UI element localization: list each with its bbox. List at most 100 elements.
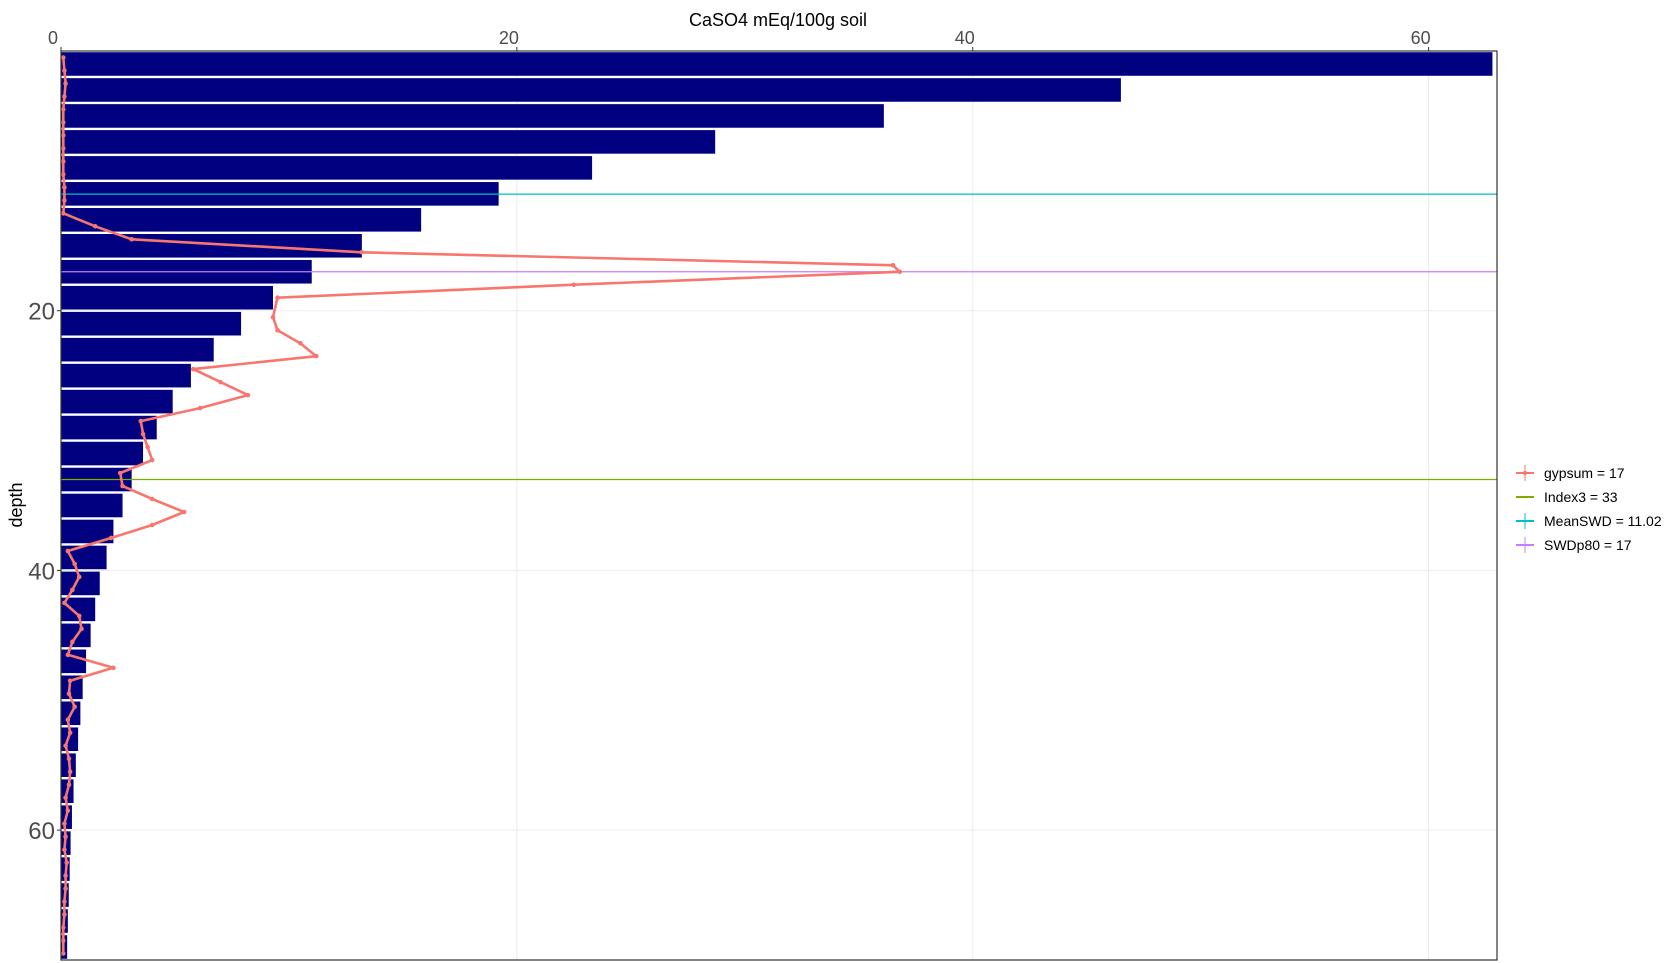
- series-point-gypsum: [63, 795, 68, 800]
- series-point-gypsum: [92, 224, 98, 229]
- series-point-gypsum: [60, 55, 66, 60]
- bar: [61, 545, 107, 570]
- series-point-gypsum: [67, 730, 73, 736]
- legend-item-gypsum: gypsum = 17: [1516, 465, 1625, 481]
- bars-group: [61, 52, 1493, 959]
- legend-item-meanswd: MeanSWD = 11.02: [1516, 513, 1662, 529]
- series-point-gypsum: [65, 652, 71, 658]
- series-point-gypsum: [145, 444, 150, 450]
- y-axis-title: depth: [6, 482, 26, 527]
- series-point-gypsum: [108, 535, 114, 541]
- series-point-gypsum: [181, 509, 187, 515]
- series-point-gypsum: [313, 353, 319, 359]
- series-point-gypsum: [62, 185, 67, 190]
- bar: [61, 311, 242, 336]
- series-point-gypsum: [60, 146, 66, 151]
- series-point-gypsum: [111, 665, 116, 671]
- legend: gypsum = 17 Index3 = 33 MeanSWD = 11.02 …: [1516, 465, 1662, 553]
- series-point-gypsum: [76, 613, 82, 619]
- series-point-gypsum: [275, 295, 280, 301]
- x-tick-label: 40: [955, 28, 975, 48]
- series-point-gypsum: [62, 68, 67, 73]
- series-point-gypsum: [62, 198, 67, 203]
- series-point-gypsum: [890, 262, 896, 268]
- series-point-gypsum: [270, 314, 276, 320]
- bar: [61, 52, 1493, 76]
- series-point-gypsum: [197, 405, 203, 411]
- series-point-gypsum: [62, 912, 67, 917]
- series-point-gypsum: [70, 587, 75, 593]
- bar: [61, 415, 157, 440]
- series-point-gypsum: [62, 600, 67, 606]
- bar: [61, 208, 422, 232]
- y-tick-label: 60: [28, 818, 55, 845]
- bar: [61, 156, 593, 180]
- series-point-gypsum: [62, 847, 67, 852]
- series-point-gypsum: [60, 938, 66, 943]
- series-point-gypsum: [60, 172, 66, 177]
- series-point-gypsum: [70, 639, 75, 645]
- x-tick-label: 60: [1411, 28, 1431, 48]
- series-line-gypsum: [61, 57, 902, 954]
- series-point-gypsum: [60, 120, 66, 125]
- bar: [61, 130, 716, 154]
- series-point-gypsum: [897, 269, 903, 275]
- bar: [61, 363, 191, 388]
- bar: [61, 441, 144, 466]
- series-point-gypsum: [149, 496, 155, 502]
- bar: [61, 649, 87, 674]
- series-point-gypsum: [65, 808, 71, 813]
- bar: [61, 285, 273, 310]
- series-point-gypsum: [60, 925, 66, 930]
- series-point-gypsum: [66, 756, 72, 762]
- series-point-gypsum: [65, 717, 71, 723]
- axis-ticks: 0 20 40 60 20 40 60: [28, 28, 1430, 845]
- series-point-gypsum: [359, 249, 365, 255]
- series-point-gypsum: [63, 81, 68, 86]
- series-point-gypsum: [149, 522, 155, 528]
- series-point-gypsum: [571, 282, 577, 288]
- series-point-gypsum: [79, 626, 84, 632]
- series-point-gypsum: [60, 159, 66, 164]
- legend-label-swdp80: SWDp80 = 17: [1544, 537, 1632, 553]
- legend-item-index3: Index3 = 33: [1516, 489, 1618, 505]
- y-tick-label: 40: [28, 558, 55, 585]
- x-tick-label: 0: [48, 28, 58, 48]
- x-tick-label: 20: [499, 28, 519, 48]
- series-point-gypsum: [67, 678, 73, 684]
- series-point-gypsum: [72, 561, 77, 567]
- series-point-gypsum: [60, 211, 66, 216]
- series-point-gypsum: [298, 340, 303, 346]
- gypsum-series: [60, 55, 903, 956]
- series-point-gypsum: [62, 94, 67, 99]
- bar: [61, 389, 173, 414]
- series-point-gypsum: [64, 860, 69, 865]
- series-point-gypsum: [60, 133, 66, 138]
- series-point-gypsum: [190, 366, 196, 372]
- series-point-gypsum: [60, 107, 66, 112]
- series-point-gypsum: [72, 704, 77, 710]
- series-point-gypsum: [275, 327, 280, 333]
- series-point-gypsum: [63, 886, 68, 891]
- series-point-gypsum: [62, 821, 67, 826]
- series-point-gypsum: [65, 548, 71, 554]
- series-point-gypsum: [149, 457, 155, 463]
- series-point-gypsum: [63, 834, 68, 839]
- reference-lines: [61, 193, 1497, 481]
- bar: [61, 519, 114, 544]
- bar: [61, 78, 1121, 102]
- bar: [61, 675, 83, 700]
- legend-label-meanswd: MeanSWD = 11.02: [1544, 513, 1662, 529]
- series-point-gypsum: [60, 951, 66, 956]
- legend-key-gypsum-point: [1523, 471, 1527, 475]
- series-point-gypsum: [120, 483, 125, 489]
- series-point-gypsum: [66, 691, 72, 697]
- legend-label-index3: Index3 = 33: [1544, 489, 1618, 505]
- series-point-gypsum: [67, 769, 73, 775]
- series-point-gypsum: [76, 574, 82, 580]
- bar: [61, 597, 96, 622]
- panel-border: [60, 50, 1498, 961]
- bar: [61, 234, 362, 258]
- series-point-gypsum: [62, 899, 67, 904]
- series-point-gypsum: [140, 431, 146, 437]
